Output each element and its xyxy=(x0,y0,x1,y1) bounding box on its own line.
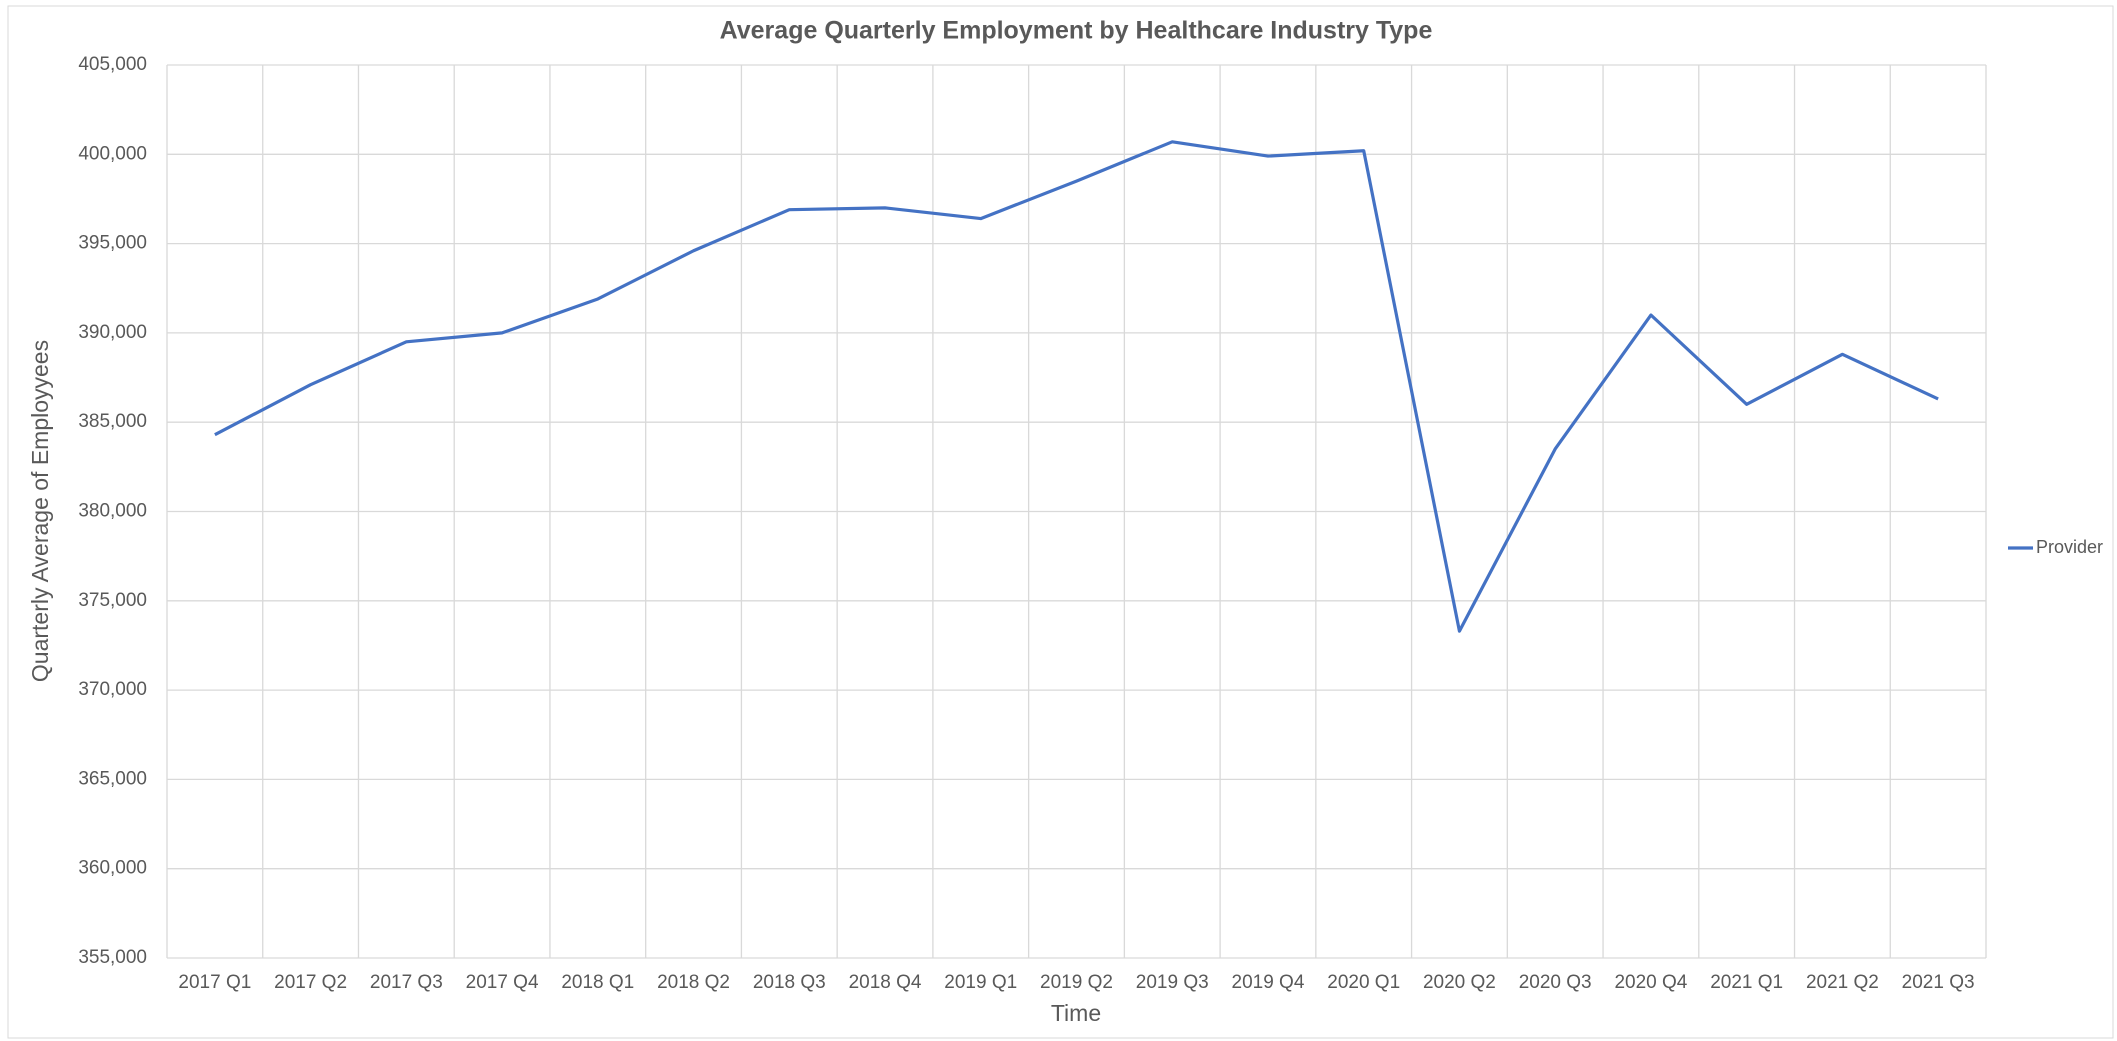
series-line xyxy=(214,140,1939,633)
x-tick-label: 2020 Q3 xyxy=(1519,972,1592,993)
x-tick-label: 2017 Q3 xyxy=(370,972,443,993)
x-tick-label: 2018 Q3 xyxy=(753,972,826,993)
x-tick-label: 2017 Q2 xyxy=(274,972,347,993)
x-tick-label: 2019 Q2 xyxy=(1040,972,1113,993)
x-tick-label: 2018 Q2 xyxy=(657,972,730,993)
y-axis-title: Quarterly Average of Employyees xyxy=(27,340,53,682)
x-tick-label: 2020 Q1 xyxy=(1327,972,1400,993)
y-tick-label: 405,000 xyxy=(78,54,147,75)
chart-title: Average Quarterly Employment by Healthca… xyxy=(720,17,1433,45)
y-tick-label: 385,000 xyxy=(78,411,147,432)
y-tick-label: 355,000 xyxy=(78,947,147,968)
x-tick-label: 2020 Q2 xyxy=(1423,972,1496,993)
y-tick-label: 395,000 xyxy=(78,233,147,254)
x-tick-label: 2018 Q1 xyxy=(561,972,634,993)
y-tick-label: 365,000 xyxy=(78,768,147,789)
y-tick-label: 380,000 xyxy=(78,501,147,522)
y-tick-label: 390,000 xyxy=(78,322,147,343)
x-tick-label: 2017 Q1 xyxy=(178,972,251,993)
x-tick-label: 2019 Q1 xyxy=(944,972,1017,993)
x-tick-label: 2019 Q3 xyxy=(1136,972,1209,993)
x-tick-label: 2017 Q4 xyxy=(466,972,539,993)
x-axis-title: Time xyxy=(1051,1000,1101,1026)
x-tick-label: 2021 Q1 xyxy=(1710,972,1783,993)
y-tick-label: 375,000 xyxy=(78,590,147,611)
legend-label: Provider xyxy=(2036,537,2103,557)
x-tick-label: 2021 Q3 xyxy=(1902,972,1975,993)
x-tick-label: 2020 Q4 xyxy=(1614,972,1687,993)
y-tick-label: 370,000 xyxy=(78,679,147,700)
y-tick-label: 400,000 xyxy=(78,143,147,164)
x-tick-label: 2019 Q4 xyxy=(1232,972,1305,993)
x-tick-label: 2018 Q4 xyxy=(849,972,922,993)
x-tick-label: 2021 Q2 xyxy=(1806,972,1879,993)
chart-border xyxy=(7,5,2114,1039)
y-tick-label: 360,000 xyxy=(78,858,147,879)
